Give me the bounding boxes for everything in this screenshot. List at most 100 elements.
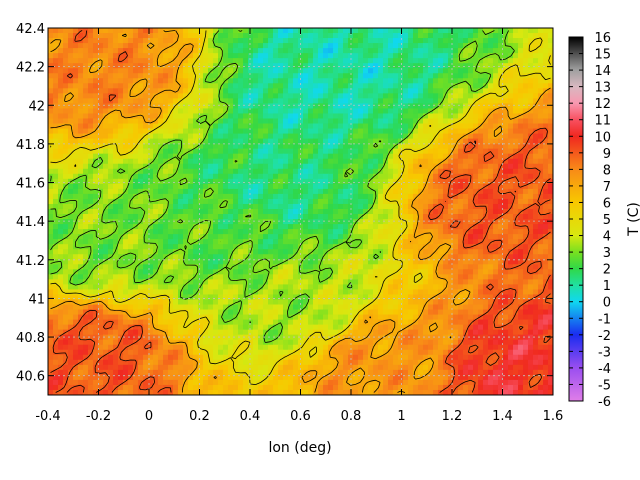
heat-cell [73,108,79,115]
heat-cell [98,249,104,255]
heat-cell [78,63,84,69]
heat-cell [493,259,499,265]
heat-cell [388,269,394,275]
heat-cell [453,128,459,135]
heat-cell [458,219,464,225]
heat-cell [283,244,289,250]
heat-cell [328,58,334,64]
heat-cell [78,98,84,105]
heat-cell [218,198,224,205]
heat-cell [298,229,304,235]
heat-cell [148,188,154,195]
heat-cell [68,264,74,270]
heat-cell [548,269,553,275]
heat-cell [68,98,74,105]
heat-cell [453,143,459,150]
heat-cell [78,158,84,165]
heat-cell [433,143,439,150]
heat-cell [498,53,504,59]
heat-cell [543,239,549,245]
heat-cell [408,33,414,39]
heat-cell [233,198,239,205]
heat-cell [398,113,404,120]
heat-cell [163,123,169,130]
heat-cell [543,118,549,125]
heat-cell [338,28,344,34]
heat-cell [458,133,464,140]
heat-cell [188,224,194,230]
heat-cell [233,143,239,150]
heat-cell [253,118,259,125]
heat-cell [193,43,199,49]
heat-cell [393,193,399,200]
heat-cell [228,224,234,230]
heat-cell [118,249,124,255]
heat-cell [423,143,429,150]
heat-cell [108,234,114,240]
heat-cell [353,239,359,245]
heat-cell [268,249,274,255]
heat-cell [488,193,494,200]
heat-cell [353,259,359,265]
heat-cell [283,178,289,185]
heat-cell [58,183,64,190]
heat-cell [328,148,334,155]
heat-cell [203,148,209,155]
heat-cell [113,183,119,190]
heat-cell [203,269,209,275]
heat-cell [468,98,474,105]
heat-cell [173,188,179,195]
heat-cell [113,33,119,39]
heat-cell [333,183,339,190]
heat-cell [223,133,229,140]
heat-cell [143,203,149,210]
heat-cell [308,28,314,34]
heat-cell [468,48,474,54]
heat-cell [343,118,349,125]
heat-cell [508,118,514,125]
heat-cell [548,133,553,140]
heat-cell [73,93,79,99]
heat-cell [418,229,424,235]
heat-cell [528,33,534,39]
heat-cell [428,28,434,34]
heat-cell [188,53,194,59]
heat-cell [358,178,364,185]
heat-cell [273,234,279,240]
heat-cell [453,63,459,69]
heat-cell [493,158,499,165]
heat-cell [173,63,179,69]
heat-cell [248,259,254,265]
heat-cell [48,158,54,165]
heat-cell [503,138,509,145]
heat-cell [313,234,319,240]
heat-cell [248,73,254,79]
heat-cell [373,234,379,240]
heat-cell [498,33,504,39]
heat-cell [153,183,159,190]
heat-cell [438,48,444,54]
heat-cell [258,208,264,215]
heat-cell [438,198,444,205]
heat-cell [68,269,74,275]
heat-cell [288,33,294,39]
heat-cell [418,203,424,210]
heat-cell [183,143,189,150]
heat-cell [398,133,404,140]
heat-cell [58,148,64,155]
heat-cell [348,148,354,155]
heat-cell [318,48,324,54]
heat-cell [278,33,284,39]
heat-cell [363,113,369,120]
heat-cell [358,33,364,39]
heat-cell [508,214,514,220]
heat-cell [333,93,339,99]
heat-cell [128,118,134,125]
heat-cell [73,133,79,140]
heat-cell [338,78,344,84]
heat-cell [123,63,129,69]
heat-cell [243,93,249,99]
heat-cell [433,254,439,260]
heat-cell [78,53,84,59]
heat-cell [383,78,389,84]
